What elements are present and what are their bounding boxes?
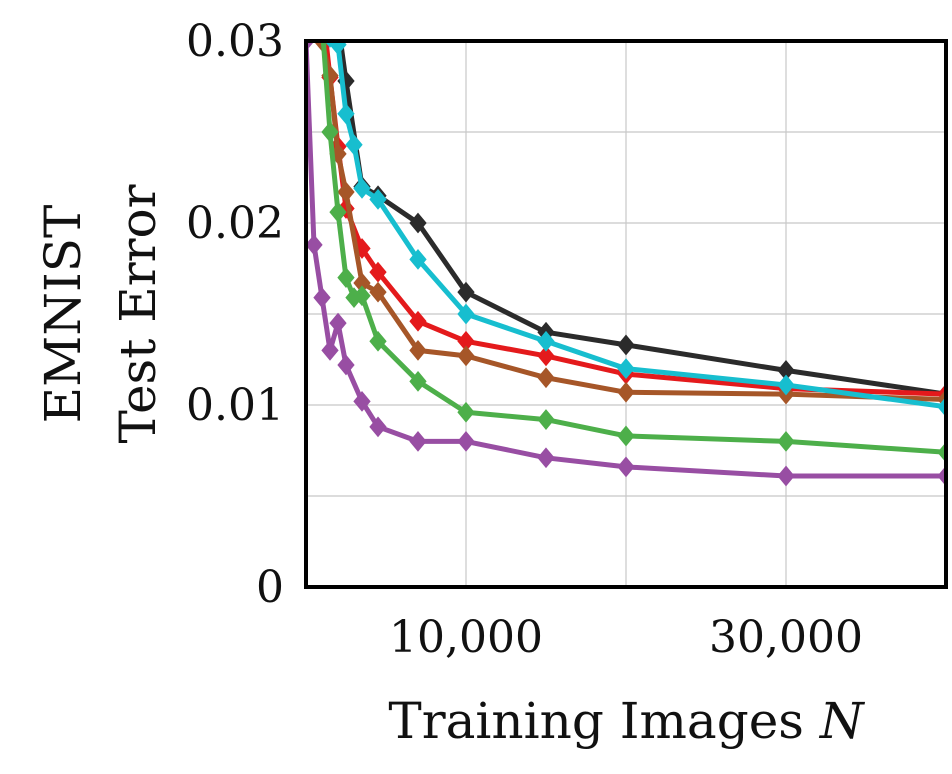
data-point-marker — [369, 330, 387, 352]
data-point-marker — [457, 281, 475, 303]
data-point-marker — [777, 374, 795, 396]
data-point-marker — [329, 201, 347, 223]
data-point-marker — [409, 340, 427, 361]
data-point-marker — [409, 431, 427, 452]
plot-frame — [304, 39, 948, 589]
data-point-marker — [353, 390, 371, 412]
data-point-marker — [353, 178, 371, 199]
series-group — [306, 41, 946, 487]
x-axis-title-variable: N — [819, 692, 866, 750]
x-axis-title-text: Training Images — [388, 692, 804, 750]
data-point-marker — [457, 345, 475, 367]
data-point-marker — [617, 334, 635, 356]
data-point-marker — [321, 340, 339, 361]
data-point-marker — [777, 431, 795, 452]
y-tick-label: 0.01 — [186, 380, 284, 431]
data-point-marker — [337, 267, 355, 288]
data-point-marker — [345, 134, 363, 156]
data-point-marker — [409, 370, 427, 392]
data-point-marker — [617, 425, 635, 447]
x-tick-label: 10,000 — [389, 612, 543, 663]
data-point-marker — [537, 447, 555, 469]
data-point-marker — [369, 416, 387, 438]
y-tick-label: 0.03 — [186, 16, 284, 67]
y-axis-title-line2: Test Error — [109, 184, 167, 443]
data-point-marker — [457, 401, 475, 423]
data-point-marker — [321, 121, 339, 143]
data-point-marker — [617, 381, 635, 403]
data-point-marker — [409, 212, 427, 234]
data-point-marker — [409, 249, 427, 270]
data-point-marker — [337, 103, 355, 125]
y-axis-title-line1: EMNIST — [34, 205, 92, 424]
series-line-3 — [319, 41, 946, 402]
data-point-marker — [537, 367, 555, 389]
data-point-marker — [457, 303, 475, 325]
data-point-marker — [337, 181, 355, 203]
data-point-marker — [457, 431, 475, 452]
data-point-marker — [617, 358, 635, 379]
tick-labels: 10,000 30,000 0 0.01 0.02 0.03 — [186, 16, 863, 663]
data-point-marker — [353, 285, 371, 307]
data-point-marker — [537, 409, 555, 430]
data-point-marker — [313, 287, 331, 309]
data-point-marker — [369, 261, 387, 283]
y-tick-label: 0.02 — [186, 198, 284, 249]
x-tick-label: 30,000 — [709, 612, 863, 663]
data-point-marker — [537, 330, 555, 352]
data-point-marker — [337, 354, 355, 376]
data-point-marker — [537, 345, 555, 367]
data-point-marker — [369, 188, 387, 210]
data-point-marker — [329, 312, 347, 334]
x-axis-title: Training Images N — [388, 692, 865, 750]
data-point-marker — [306, 234, 323, 256]
data-point-marker — [409, 310, 427, 332]
data-point-marker — [777, 465, 795, 487]
y-tick-label: 0 — [256, 562, 284, 613]
data-point-marker — [617, 456, 635, 478]
data-point-marker — [369, 281, 387, 303]
